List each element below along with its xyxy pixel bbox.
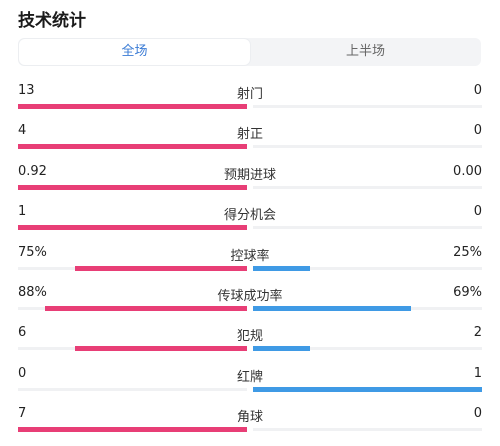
stat-label: 角球	[236, 410, 263, 426]
stat-home-bar	[75, 265, 247, 271]
stat-home-bar	[18, 144, 247, 150]
stat-row: 0.92 预期进球 0.00	[0, 164, 500, 204]
stat-home-value: 1	[18, 204, 27, 220]
stat-row: 0 红牌 1	[0, 366, 500, 406]
stat-home-value: 4	[18, 123, 27, 139]
stat-away-value: 0.00	[453, 163, 482, 179]
stat-home-value: 7	[18, 406, 27, 422]
stat-away-bar	[253, 386, 482, 392]
stat-away-track	[253, 226, 482, 230]
stat-away-bar	[253, 306, 411, 311]
stat-row: 1 得分机会 0	[0, 204, 500, 244]
stat-home-value: 0	[18, 365, 27, 381]
stat-row: 13 射门 0	[0, 83, 500, 123]
stat-home-value: 75%	[18, 244, 47, 260]
tab-first-half[interactable]: 上半场	[345, 44, 385, 59]
stat-away-value: 0	[473, 406, 482, 422]
stat-label: 犯规	[236, 329, 263, 345]
stat-home-bar	[18, 184, 247, 190]
stat-away-value: 0	[473, 204, 482, 220]
tab-full-match[interactable]: 全场	[19, 39, 250, 65]
stat-away-track	[253, 145, 482, 149]
period-tabs: 全场 上半场	[18, 38, 481, 66]
stat-away-track	[253, 266, 482, 270]
stat-row: 6 犯规 2	[0, 325, 500, 365]
stat-away-track	[253, 185, 482, 189]
stat-row: 75% 控球率 25%	[0, 245, 500, 285]
stat-away-value: 69%	[453, 285, 482, 300]
stat-home-track	[18, 387, 247, 391]
stat-row: 88% 传球成功率 69%	[0, 285, 500, 325]
stat-label: 红牌	[236, 369, 263, 385]
stat-away-value: 2	[473, 325, 482, 341]
stat-home-bar	[18, 225, 247, 231]
stat-label: 射门	[236, 87, 263, 102]
stat-away-bar	[253, 346, 310, 352]
stat-away-track	[253, 347, 482, 351]
stat-home-bar	[18, 427, 247, 433]
stat-label: 传球成功率	[217, 289, 283, 304]
stat-row: 7 角球 0	[0, 406, 500, 446]
stat-away-value: 0	[473, 83, 482, 98]
stat-label: 控球率	[230, 248, 270, 264]
stat-away-track	[253, 428, 482, 432]
stat-away-value: 25%	[453, 244, 482, 260]
stat-label: 射正	[236, 127, 263, 143]
stat-away-value: 1	[473, 365, 482, 381]
stat-home-value: 0.92	[18, 163, 47, 179]
stat-home-value: 13	[18, 83, 35, 98]
stat-away-bar	[253, 265, 310, 271]
stat-home-value: 6	[18, 325, 27, 341]
stat-row: 4 射正 0	[0, 123, 500, 163]
stat-home-bar	[45, 306, 247, 311]
stat-away-value: 0	[473, 123, 482, 139]
stat-away-track	[253, 105, 482, 108]
page-title: 技术统计	[18, 11, 86, 31]
stat-label: 预期进球	[223, 167, 276, 183]
stat-home-value: 88%	[18, 285, 47, 300]
stat-home-bar	[18, 104, 247, 109]
stat-home-bar	[75, 346, 247, 352]
stat-label: 得分机会	[223, 208, 276, 224]
